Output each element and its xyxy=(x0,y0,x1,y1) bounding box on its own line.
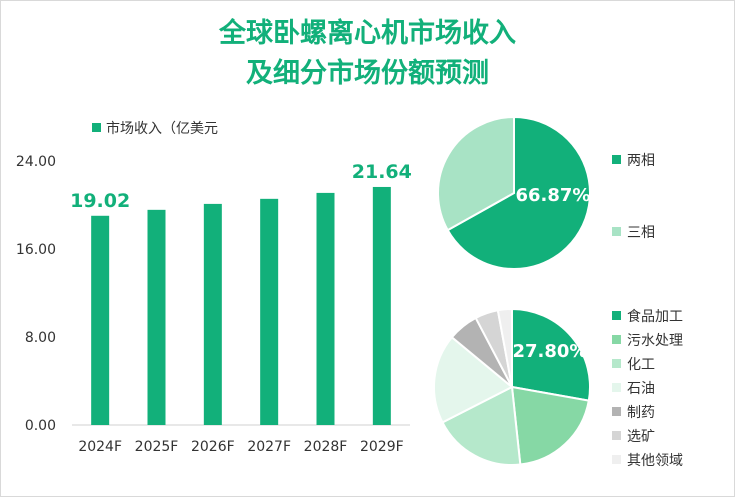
bar-2024F xyxy=(91,215,110,425)
pie-slice-化工 xyxy=(441,385,522,466)
legend-swatch xyxy=(612,311,621,320)
legend-item-三相: 三相 xyxy=(612,222,655,242)
bar-2029F xyxy=(372,186,391,425)
legend-swatch xyxy=(612,407,621,416)
bar-2025F xyxy=(147,209,166,425)
bar-2026F xyxy=(203,203,222,425)
bar-2028F xyxy=(316,192,335,425)
legend-label: 食品加工 xyxy=(627,309,683,325)
chart-title: 全球卧螺离心机市场收入 及细分市场份额预测 xyxy=(0,14,735,94)
legend-item-食品加工: 食品加工 xyxy=(612,306,683,326)
legend-swatch xyxy=(612,383,621,392)
bar-legend-label: 市场收入（亿美元 xyxy=(106,121,218,137)
legend-swatch xyxy=(612,155,621,164)
pie-slice-其他领域 xyxy=(496,307,513,388)
title-line-1: 全球卧螺离心机市场收入 xyxy=(219,18,516,49)
x-tick-label-4: 2028F xyxy=(304,439,348,455)
legend-label: 污水处理 xyxy=(627,333,683,349)
legend-label: 选矿 xyxy=(627,429,655,445)
pie-slice-两相 xyxy=(446,115,591,270)
pie-value-label-0: 66.87% xyxy=(516,185,591,206)
legend-label: 石油 xyxy=(627,381,655,397)
legend-item-污水处理: 污水处理 xyxy=(612,330,683,350)
pie-slice-污水处理 xyxy=(510,385,590,466)
legend-swatch xyxy=(612,227,621,236)
legend-item-制药: 制药 xyxy=(612,402,655,422)
bar-value-label-5: 21.64 xyxy=(352,161,412,183)
legend-label: 其他领域 xyxy=(627,453,683,469)
title-line-2: 及细分市场份额预测 xyxy=(246,58,489,89)
legend-item-其他领域: 其他领域 xyxy=(612,450,683,470)
pie-slice-石油 xyxy=(433,335,514,424)
bar-legend-swatch xyxy=(92,123,101,132)
legend-swatch xyxy=(612,335,621,344)
x-tick-label-0: 2024F xyxy=(78,439,122,455)
legend-label: 三相 xyxy=(627,225,655,241)
legend-item-化工: 化工 xyxy=(612,354,655,374)
legend-label: 制药 xyxy=(627,405,655,421)
x-tick-label-5: 2029F xyxy=(360,439,404,455)
legend-label: 化工 xyxy=(627,357,655,373)
pie-slice-三相 xyxy=(437,115,515,232)
x-tick-label-1: 2025F xyxy=(135,439,179,455)
legend-swatch xyxy=(612,431,621,440)
pie-value-label-0: 27.80% xyxy=(513,341,588,362)
bar-2027F xyxy=(260,198,279,425)
legend-item-两相: 两相 xyxy=(612,150,655,170)
legend-item-石油: 石油 xyxy=(612,378,655,398)
pie-slice-食品加工 xyxy=(511,307,591,402)
x-tick-label-2: 2026F xyxy=(191,439,235,455)
bar-value-label-0: 19.02 xyxy=(70,190,130,212)
y-tick-label-2: 16.00 xyxy=(16,242,56,258)
x-tick-label-3: 2027F xyxy=(247,439,291,455)
bar-legend: 市场收入（亿美元 xyxy=(92,118,218,138)
legend-swatch xyxy=(612,359,621,368)
legend-label: 两相 xyxy=(627,153,655,169)
y-tick-label-0: 0.00 xyxy=(25,418,56,434)
y-tick-label-1: 8.00 xyxy=(25,330,56,346)
legend-swatch xyxy=(612,455,621,464)
legend-item-选矿: 选矿 xyxy=(612,426,655,446)
y-tick-label-3: 24.00 xyxy=(16,154,56,170)
